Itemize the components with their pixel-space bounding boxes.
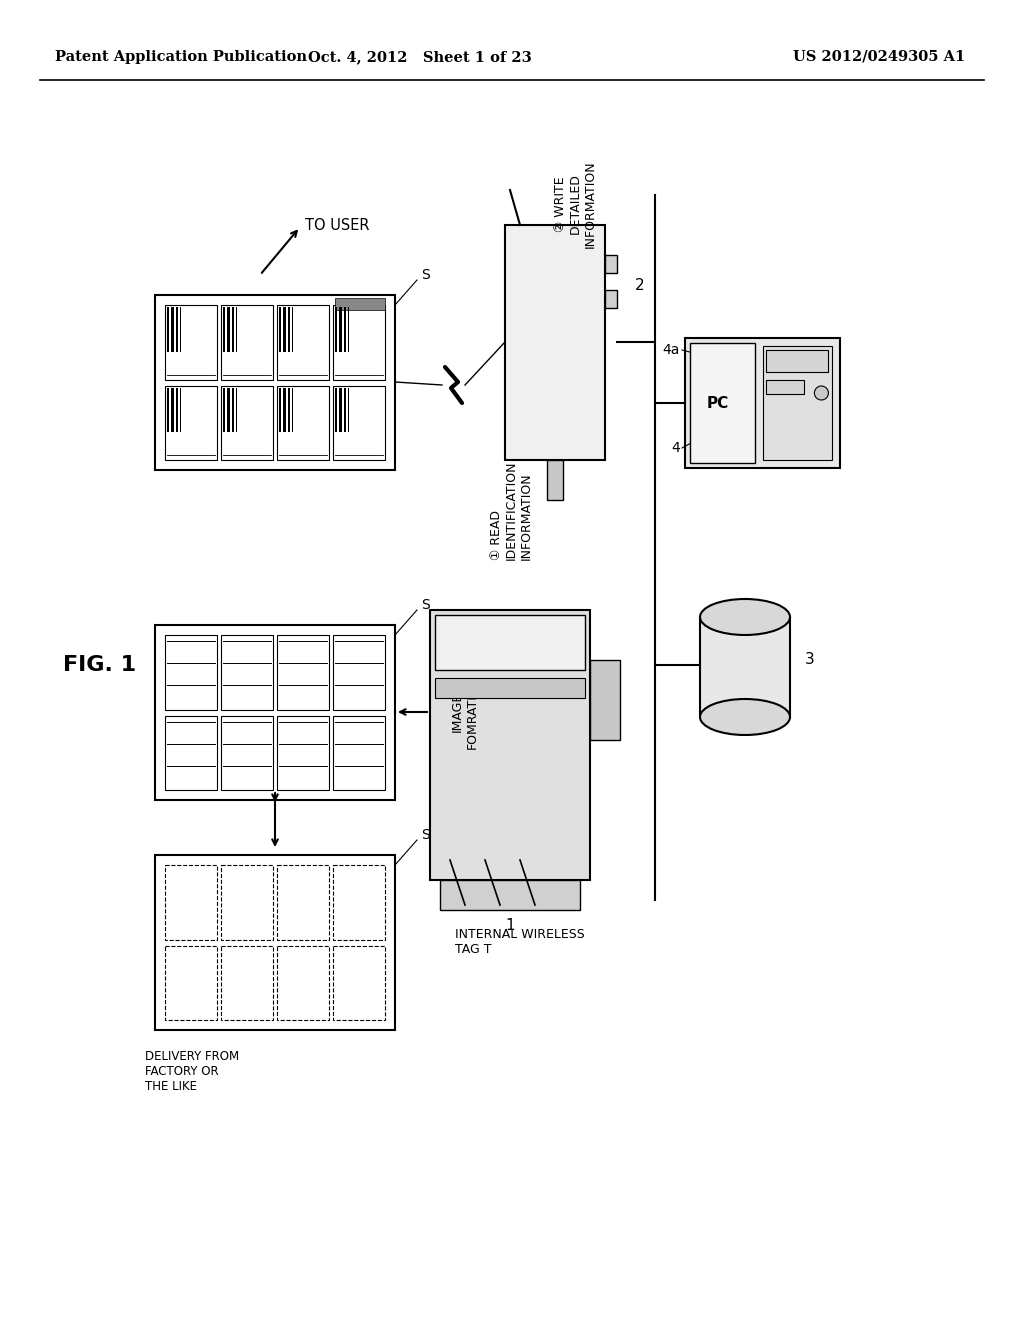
Bar: [605, 255, 617, 273]
Bar: [339, 388, 342, 432]
Bar: [435, 678, 585, 698]
Bar: [605, 290, 617, 308]
Bar: [165, 385, 217, 459]
Bar: [440, 880, 580, 909]
Ellipse shape: [700, 700, 790, 735]
Bar: [690, 343, 755, 463]
Bar: [766, 350, 827, 372]
Bar: [333, 385, 385, 459]
Bar: [171, 308, 174, 351]
Ellipse shape: [700, 599, 790, 635]
Text: ① READ
IDENTIFICATION
INFORMATION: ① READ IDENTIFICATION INFORMATION: [490, 459, 534, 560]
Bar: [335, 308, 337, 351]
Bar: [333, 945, 385, 1020]
Bar: [339, 308, 342, 351]
Bar: [221, 385, 273, 459]
Text: INTERNAL WIRELESS
TAG T: INTERNAL WIRELESS TAG T: [455, 928, 585, 956]
Bar: [547, 459, 563, 500]
Bar: [335, 388, 337, 432]
Bar: [223, 308, 225, 351]
Bar: [288, 308, 290, 351]
Bar: [232, 388, 234, 432]
Bar: [333, 715, 385, 789]
Bar: [335, 298, 385, 310]
Bar: [590, 660, 620, 741]
Bar: [221, 865, 273, 940]
Bar: [227, 388, 230, 432]
Text: 1: 1: [505, 917, 515, 932]
Bar: [279, 388, 281, 432]
Bar: [283, 388, 286, 432]
Text: Patent Application Publication: Patent Application Publication: [55, 50, 307, 63]
Bar: [278, 385, 329, 459]
Bar: [155, 855, 395, 1030]
Bar: [221, 715, 273, 789]
Bar: [176, 308, 178, 351]
Text: S: S: [421, 828, 429, 842]
Text: 4a: 4a: [663, 343, 680, 356]
Text: 2: 2: [635, 277, 645, 293]
Bar: [279, 308, 281, 351]
Bar: [333, 635, 385, 710]
Bar: [278, 945, 329, 1020]
Bar: [176, 388, 178, 432]
Bar: [344, 388, 346, 432]
Bar: [333, 305, 385, 380]
Bar: [155, 624, 395, 800]
Bar: [344, 308, 346, 351]
Bar: [278, 635, 329, 710]
Bar: [171, 388, 174, 432]
Bar: [700, 616, 790, 717]
Bar: [165, 865, 217, 940]
Bar: [763, 346, 833, 459]
Text: 4: 4: [672, 441, 680, 455]
Bar: [232, 308, 234, 351]
Bar: [165, 945, 217, 1020]
Bar: [221, 635, 273, 710]
Bar: [685, 338, 840, 469]
Bar: [278, 865, 329, 940]
Bar: [167, 308, 169, 351]
Bar: [505, 224, 605, 459]
Text: ② WRITE
DETAILED
INFORMATION: ② WRITE DETAILED INFORMATION: [554, 160, 597, 248]
Bar: [278, 715, 329, 789]
Bar: [333, 865, 385, 940]
Circle shape: [814, 385, 828, 400]
Bar: [435, 615, 585, 671]
Text: 3: 3: [805, 652, 815, 668]
Bar: [221, 945, 273, 1020]
Bar: [430, 610, 590, 880]
Bar: [766, 380, 804, 393]
Bar: [223, 388, 225, 432]
Bar: [165, 305, 217, 380]
Bar: [221, 305, 273, 380]
Bar: [288, 388, 290, 432]
Bar: [167, 388, 169, 432]
Bar: [227, 308, 230, 351]
Bar: [165, 635, 217, 710]
Bar: [155, 294, 395, 470]
Text: FIG. 1: FIG. 1: [63, 655, 136, 675]
Text: TO USER: TO USER: [305, 218, 370, 232]
Text: Oct. 4, 2012   Sheet 1 of 23: Oct. 4, 2012 Sheet 1 of 23: [308, 50, 531, 63]
Text: US 2012/0249305 A1: US 2012/0249305 A1: [793, 50, 965, 63]
Text: PC: PC: [707, 396, 729, 411]
Bar: [165, 715, 217, 789]
Text: S: S: [421, 598, 429, 612]
Text: DELIVERY FROM
FACTORY OR
THE LIKE: DELIVERY FROM FACTORY OR THE LIKE: [145, 1049, 240, 1093]
Text: IMAGE
FOMRATION: IMAGE FOMRATION: [451, 675, 479, 748]
Text: S: S: [421, 268, 429, 282]
Bar: [278, 305, 329, 380]
Bar: [283, 308, 286, 351]
